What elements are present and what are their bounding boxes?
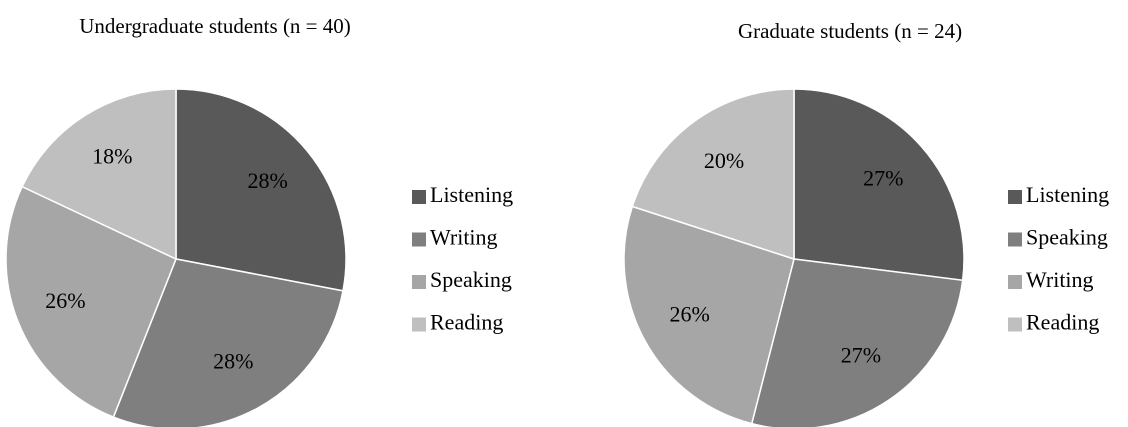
data-label: 27% [841, 342, 881, 367]
legend-swatch [412, 232, 426, 247]
pie-slice [5, 185, 177, 419]
legend-label: Reading [430, 310, 503, 335]
legend-label: Listening [430, 182, 513, 207]
legend-label: Listening [1026, 182, 1109, 207]
data-label: 26% [670, 301, 710, 326]
data-label: 18% [92, 144, 132, 169]
legend-label: Writing [1026, 267, 1094, 292]
chart-title: Graduate students (n = 24) [738, 19, 962, 43]
pie-slice [175, 88, 347, 292]
legend-swatch [1008, 232, 1022, 247]
legend-swatch [1008, 275, 1022, 289]
legend-swatch [412, 190, 426, 204]
legend-swatch [412, 317, 426, 332]
data-label: 27% [863, 165, 903, 190]
legend-swatch [1008, 190, 1022, 204]
data-label: 28% [248, 168, 288, 193]
chart-title: Undergraduate students (n = 40) [79, 14, 351, 38]
legend-swatch [412, 275, 426, 289]
pie-slice [623, 205, 795, 425]
legend-label: Reading [1026, 310, 1099, 335]
legend-label: Speaking [1026, 225, 1108, 250]
pie-slice [750, 258, 964, 427]
legend-swatch [1008, 317, 1022, 332]
data-label: 20% [704, 148, 744, 173]
legend-label: Writing [430, 225, 498, 250]
data-label: 26% [45, 288, 85, 313]
legend-label: Speaking [430, 267, 512, 292]
data-label: 28% [213, 348, 253, 373]
pie-slice [793, 88, 965, 282]
pie-slice [21, 88, 177, 261]
pie-slice [631, 88, 795, 261]
